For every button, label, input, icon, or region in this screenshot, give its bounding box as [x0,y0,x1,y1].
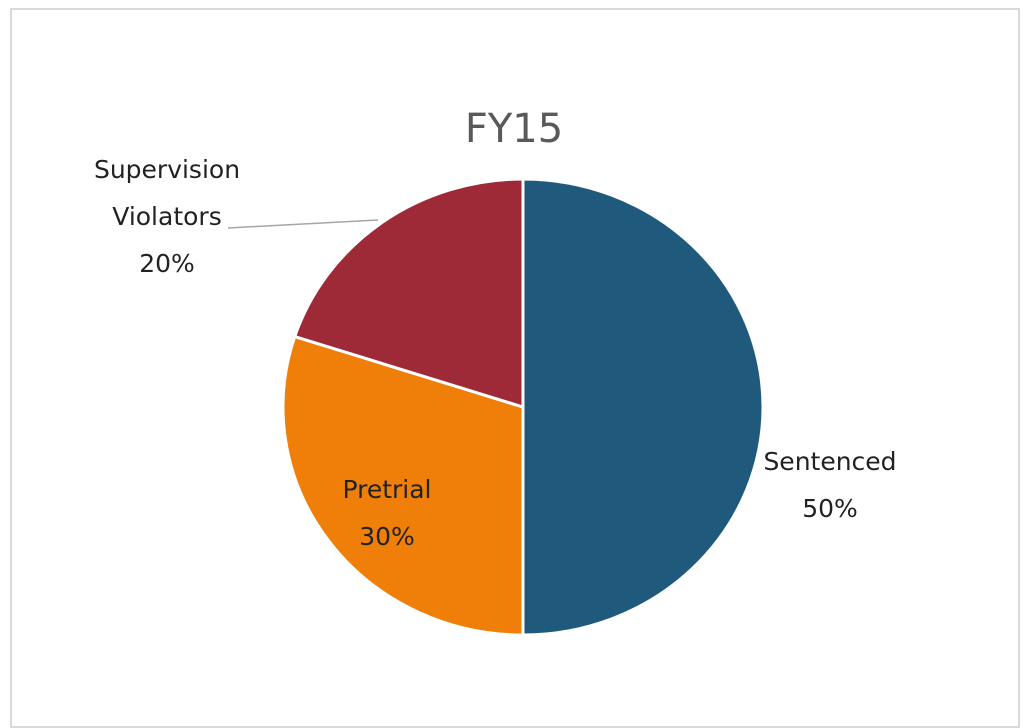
category-label: Pretrial [342,475,432,504]
data-label: Pretrial 30% [287,466,487,560]
leader-line [227,219,379,229]
pie-slice [292,177,525,410]
chart-title: FY15 [464,106,564,152]
value-label: 30% [359,522,415,551]
data-label: Sentenced 50% [740,438,920,532]
pie-slice [521,177,765,637]
pie-slice [281,334,525,637]
data-label: Supervision Violators 20% [62,146,272,287]
category-label: Sentenced [763,447,897,476]
category-label: Supervision Violators [93,155,241,231]
value-label: 20% [139,249,195,278]
page: FY15 (() => { const data = JSON.parse(do… [10,8,1020,728]
chart [227,177,765,637]
value-label: 50% [802,494,858,523]
